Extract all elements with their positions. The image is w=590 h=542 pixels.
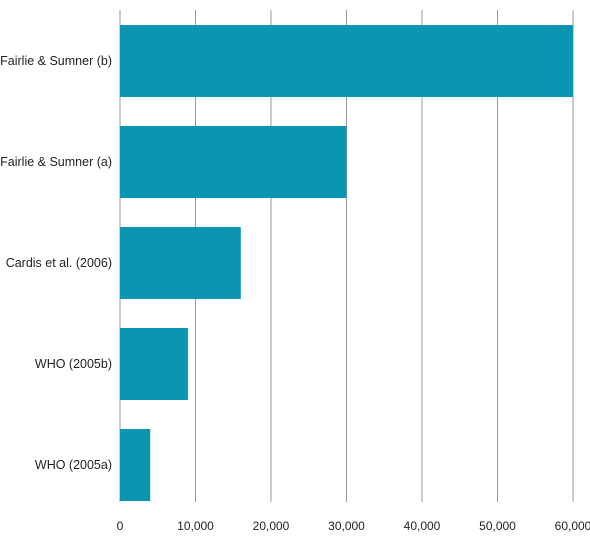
category-label: Cardis et al. (2006) xyxy=(6,256,112,270)
bar xyxy=(120,328,188,400)
x-axis-tick-labels: 0 10,000 20,000 30,000 40,000 50,000 60,000 xyxy=(117,519,590,533)
bars xyxy=(120,25,573,501)
x-tick-label: 20,000 xyxy=(253,519,290,533)
bar xyxy=(120,429,151,501)
category-label: WHO (2005b) xyxy=(35,357,112,371)
category-label: WHO (2005a) xyxy=(35,458,112,472)
x-tick-label: 10,000 xyxy=(177,519,214,533)
x-tick-label: 30,000 xyxy=(328,519,365,533)
category-label: Fairlie & Sumner (b) xyxy=(0,54,112,68)
x-tick-label: 40,000 xyxy=(404,519,441,533)
bar xyxy=(120,126,347,198)
x-tick-label: 60,000 xyxy=(555,519,590,533)
x-tick-label: 50,000 xyxy=(479,519,516,533)
bar xyxy=(120,227,241,299)
category-label: Fairlie & Sumner (a) xyxy=(0,155,112,169)
x-tick-label: 0 xyxy=(117,519,124,533)
category-labels: Fairlie & Sumner (b) Fairlie & Sumner (a)… xyxy=(0,54,112,472)
bar xyxy=(120,25,573,97)
